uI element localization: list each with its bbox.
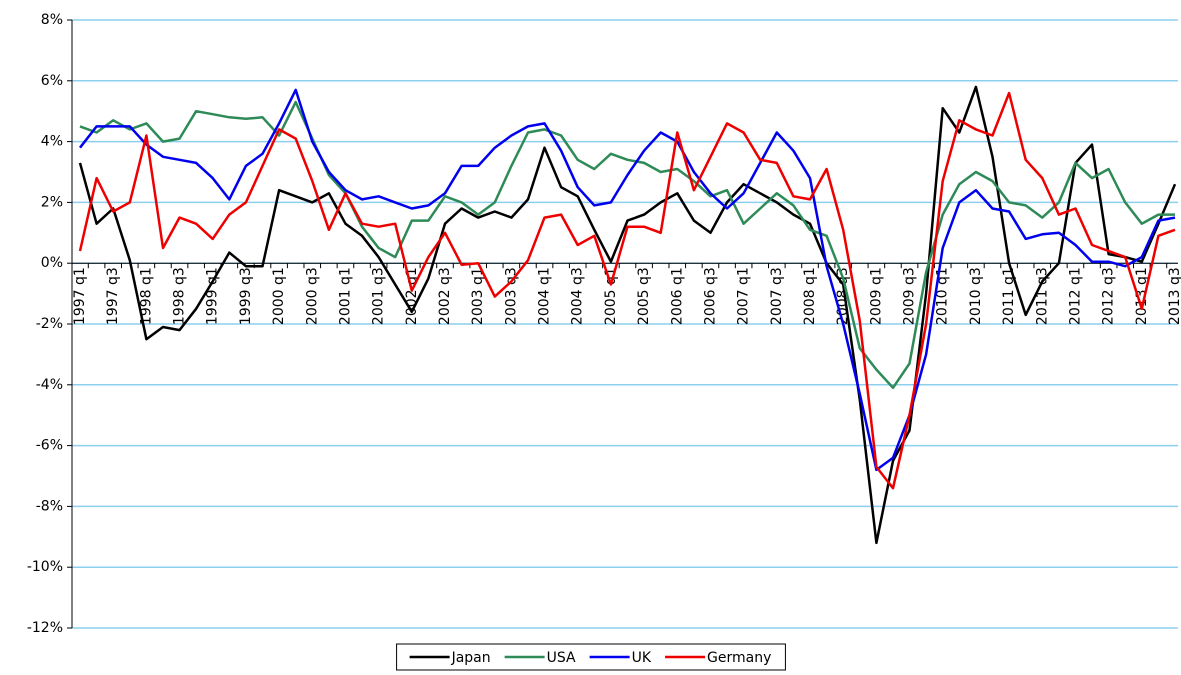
x-tick-label: 2007 q3 [769,267,785,325]
x-tick-label: 1998 q3 [172,267,188,325]
x-tick-label: 2005 q3 [636,267,652,325]
x-tick-label: 2005 q1 [603,267,619,325]
series-line [78,85,1177,545]
x-tick-label: 2010 q1 [935,267,951,325]
y-tick-label: -6% [36,438,63,454]
x-tick-label: 2002 q3 [437,267,453,325]
y-tick-label: -12% [27,620,63,636]
x-tick-label: 1999 q1 [205,267,221,325]
x-tick-label: 2013 q3 [1167,267,1181,325]
x-tick-label: 2001 q3 [371,267,387,325]
x-tick-label: 2000 q1 [271,267,287,325]
x-tick-label: 2003 q3 [503,267,519,325]
x-tick-label: 1998 q1 [138,267,154,325]
x-tick-label: 2008 q1 [802,267,818,325]
x-tick-label: 2013 q1 [1134,267,1150,325]
x-tick-label: 2011 q1 [1001,267,1017,325]
legend-label: Japan [451,650,491,666]
x-tick-label: 2001 q1 [337,267,353,325]
x-tick-label: 2010 q3 [968,267,984,325]
series-line [79,100,1175,390]
legend-label: USA [547,650,576,666]
x-tick-label: 1997 q1 [72,267,88,325]
x-tick-label: 2006 q3 [702,267,718,325]
x-tick-label: 2009 q3 [902,267,918,325]
x-tick-label: 2000 q3 [304,267,320,325]
x-tick-label: 2011 q3 [1034,267,1050,325]
x-tick-label: 2003 q1 [470,267,486,325]
y-tick-label: 2% [41,194,63,210]
x-tick-label: 2004 q3 [570,267,586,325]
series-line [79,88,1176,472]
y-tick-label: -10% [27,559,63,575]
x-tick-label: 2004 q1 [537,267,553,325]
x-tick-label: 2012 q1 [1067,267,1083,325]
y-tick-label: -8% [36,498,63,514]
y-tick-label: 0% [41,255,63,271]
legend-label: UK [632,650,652,666]
legend: Japan USA UK Germany [396,643,786,671]
y-tick-label: 6% [41,73,63,89]
x-tick-label: 2009 q1 [868,267,884,325]
y-tick-label: -2% [36,316,63,332]
y-tick-label: 4% [41,134,63,150]
x-tick-label: 2007 q1 [736,267,752,325]
x-tick-label: 1997 q3 [105,267,121,325]
series-line [78,91,1176,490]
x-tick-label: 1999 q3 [238,267,254,325]
y-tick-label: -4% [36,377,63,393]
y-tick-label: 8% [41,12,63,28]
x-tick-label: 2012 q3 [1101,267,1117,325]
x-tick-label: 2006 q1 [669,267,685,325]
x-tick-label: 2002 q1 [404,267,420,325]
legend-label: Germany [707,650,771,666]
